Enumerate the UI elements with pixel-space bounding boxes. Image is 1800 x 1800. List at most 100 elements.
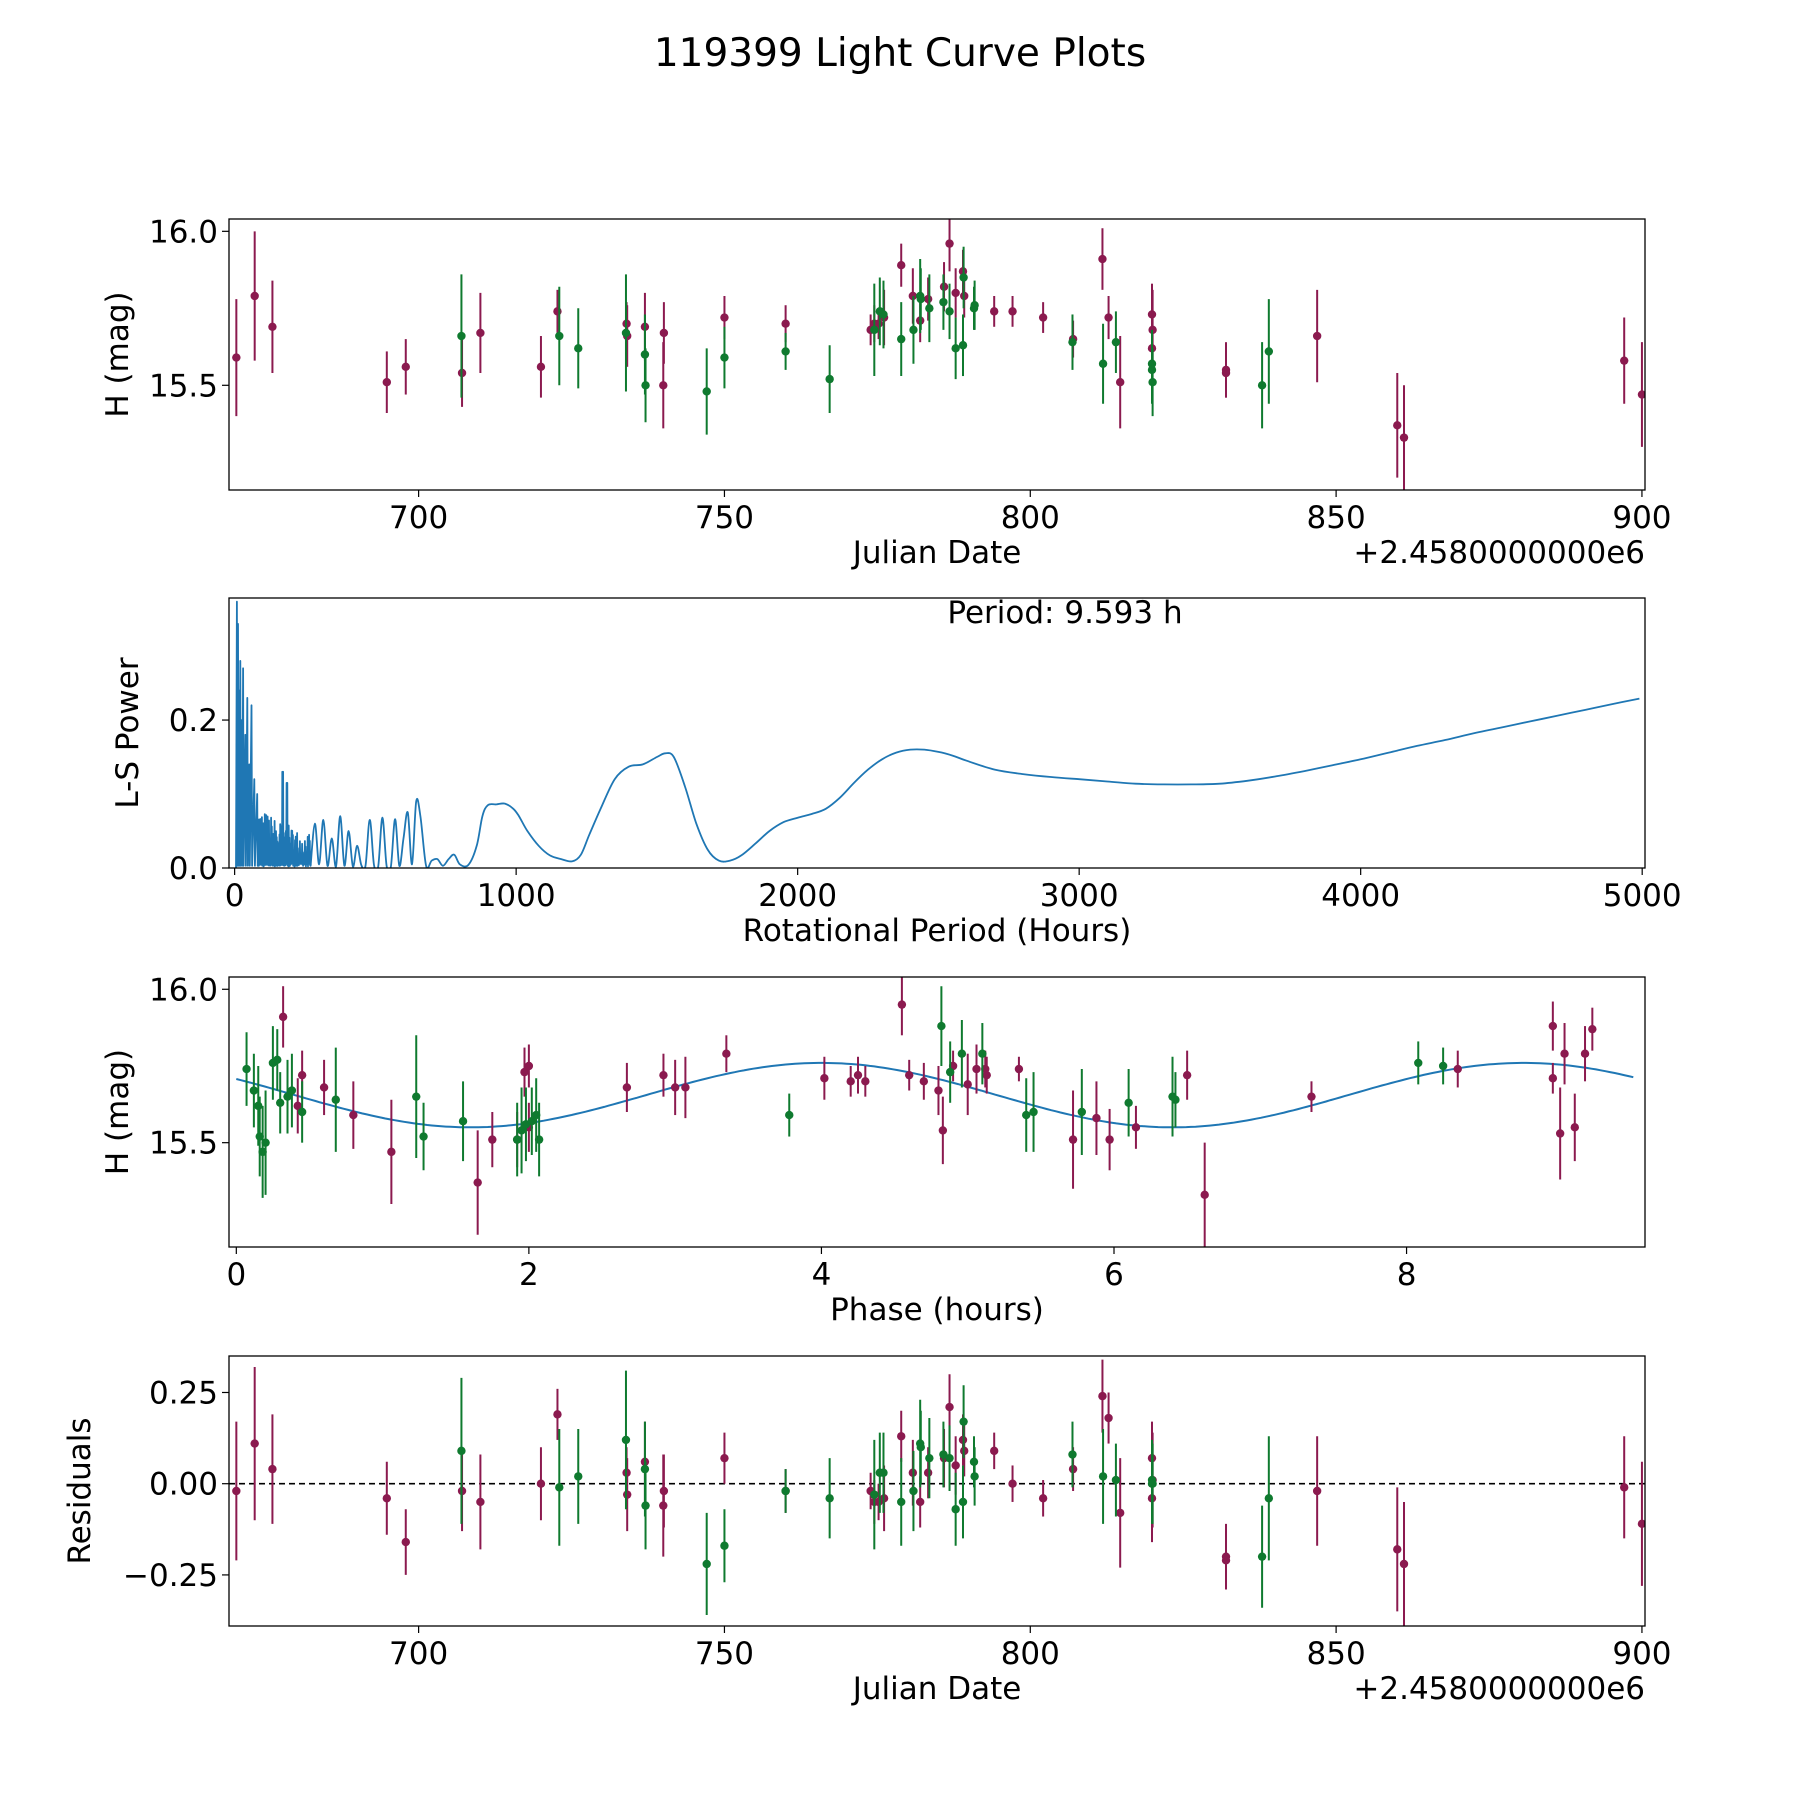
data-point bbox=[1548, 1074, 1558, 1083]
data-point bbox=[879, 1468, 888, 1477]
data-point bbox=[331, 1095, 340, 1104]
data-point bbox=[659, 1070, 668, 1080]
data-point bbox=[939, 297, 948, 307]
data-point bbox=[536, 1479, 546, 1488]
data-point bbox=[916, 294, 925, 304]
data-point bbox=[250, 291, 259, 301]
data-point bbox=[1257, 381, 1267, 390]
data-point bbox=[1068, 337, 1077, 347]
y-tick-label: 0.00 bbox=[149, 1467, 218, 1503]
data-point bbox=[250, 1439, 259, 1448]
data-point bbox=[1171, 1095, 1180, 1104]
data-point bbox=[915, 1497, 925, 1507]
model-fit-curve bbox=[236, 1061, 1634, 1129]
data-point bbox=[879, 310, 888, 319]
data-point bbox=[659, 328, 669, 338]
data-point bbox=[945, 1453, 954, 1463]
y-axis-label: H (mag) bbox=[100, 1049, 136, 1175]
data-point bbox=[897, 1432, 906, 1441]
data-point bbox=[978, 1049, 987, 1058]
data-point bbox=[897, 1497, 906, 1507]
data-point bbox=[249, 1086, 259, 1095]
data-point bbox=[387, 1147, 396, 1157]
x-tick-label: 750 bbox=[695, 500, 754, 536]
series-band_a bbox=[232, 219, 1645, 490]
data-point bbox=[1182, 1070, 1192, 1080]
y-tick-label: 15.5 bbox=[149, 368, 218, 404]
x-tick-label: 900 bbox=[1612, 1636, 1671, 1672]
data-point bbox=[951, 344, 960, 353]
x-tick-label: 900 bbox=[1612, 500, 1671, 536]
data-point bbox=[670, 1083, 680, 1092]
data-point bbox=[1014, 1064, 1024, 1074]
data-point bbox=[534, 1135, 544, 1144]
data-point bbox=[951, 288, 960, 298]
data-point bbox=[1312, 331, 1322, 341]
data-point bbox=[1560, 1049, 1569, 1058]
x-axis-label: Julian Date bbox=[851, 535, 1022, 571]
data-point bbox=[938, 1126, 948, 1135]
data-point bbox=[722, 1049, 731, 1058]
data-point bbox=[512, 1135, 522, 1144]
data-point bbox=[1453, 1064, 1462, 1074]
data-point bbox=[681, 1083, 690, 1092]
data-point bbox=[419, 1132, 428, 1141]
x-axis-label: Phase (hours) bbox=[830, 1292, 1044, 1328]
data-point bbox=[232, 1486, 241, 1496]
data-point bbox=[297, 1107, 307, 1117]
data-point bbox=[1264, 1494, 1274, 1503]
plot-area bbox=[232, 219, 1645, 490]
data-point bbox=[870, 1490, 879, 1499]
data-point bbox=[287, 1086, 297, 1095]
data-point bbox=[476, 1497, 485, 1507]
x-tick-label: 700 bbox=[389, 1636, 448, 1672]
data-point bbox=[1580, 1049, 1590, 1058]
data-point bbox=[1111, 337, 1121, 347]
data-point bbox=[925, 1453, 934, 1463]
data-point bbox=[297, 1070, 307, 1080]
data-point bbox=[457, 1446, 466, 1456]
data-point bbox=[457, 331, 466, 341]
data-point bbox=[781, 347, 790, 356]
data-point bbox=[574, 1472, 583, 1481]
data-point bbox=[982, 1070, 991, 1080]
data-point bbox=[1038, 313, 1048, 322]
data-point bbox=[488, 1135, 497, 1144]
x-tick-label: 800 bbox=[1001, 1636, 1060, 1672]
data-point bbox=[458, 1117, 468, 1126]
data-point bbox=[1148, 378, 1157, 387]
data-point bbox=[945, 307, 954, 316]
data-point bbox=[702, 387, 711, 396]
data-point bbox=[1068, 1450, 1077, 1459]
data-point bbox=[242, 1064, 251, 1074]
x-tick-label: 4 bbox=[812, 1257, 832, 1293]
data-point bbox=[897, 334, 906, 344]
data-point bbox=[261, 1138, 270, 1147]
axes-frame bbox=[228, 1355, 1646, 1627]
data-point bbox=[1098, 359, 1108, 368]
data-point bbox=[1105, 1135, 1114, 1144]
data-point bbox=[720, 353, 729, 362]
data-point bbox=[989, 307, 999, 316]
axes-frame bbox=[228, 597, 1646, 869]
data-point bbox=[820, 1074, 829, 1083]
data-point bbox=[517, 1126, 526, 1135]
y-tick-label: 0.0 bbox=[169, 851, 218, 887]
data-point bbox=[1221, 365, 1231, 375]
data-point bbox=[1131, 1123, 1141, 1132]
data-point bbox=[1148, 1479, 1157, 1488]
data-point bbox=[1620, 1483, 1629, 1492]
data-point bbox=[1098, 254, 1107, 264]
x-tick-label: 3000 bbox=[1040, 878, 1119, 914]
data-point bbox=[937, 1021, 946, 1031]
y-tick-label: 0.25 bbox=[149, 1375, 218, 1411]
data-point bbox=[1038, 1494, 1048, 1503]
data-point bbox=[621, 328, 631, 338]
data-point bbox=[1438, 1061, 1448, 1071]
x-tick-label: 0 bbox=[225, 878, 245, 914]
plot-area bbox=[229, 1359, 1645, 1626]
data-point bbox=[1008, 1479, 1017, 1488]
data-point bbox=[870, 325, 879, 335]
data-point bbox=[1098, 1391, 1107, 1401]
